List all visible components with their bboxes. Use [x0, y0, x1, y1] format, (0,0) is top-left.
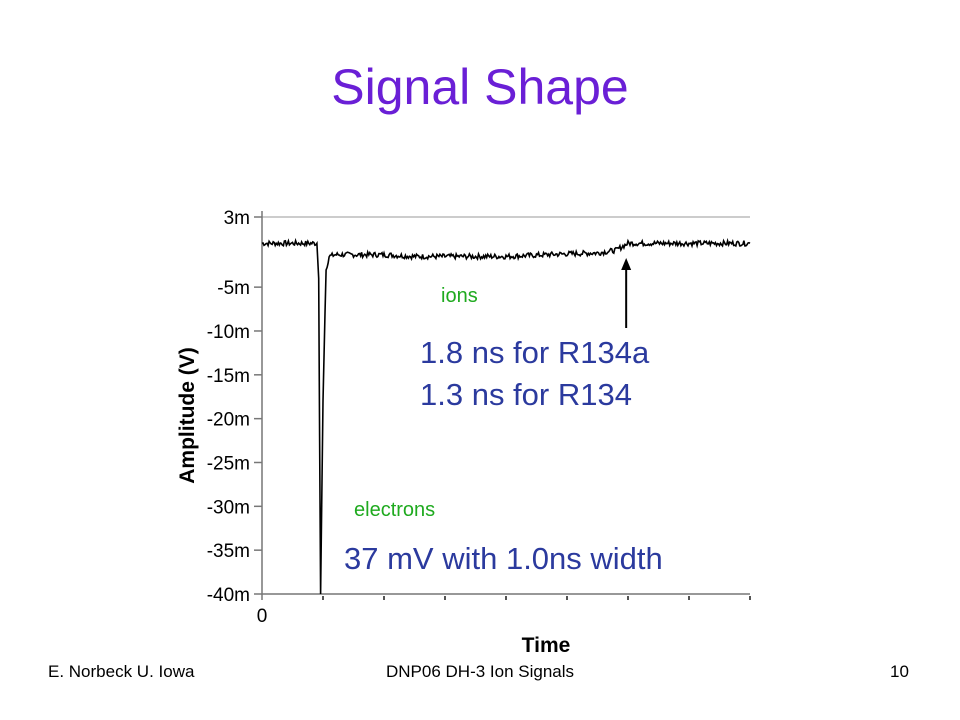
x-tick-label: 0: [257, 606, 268, 627]
electrons-annotation: electrons: [354, 499, 436, 521]
y-tick-label: -20m: [207, 410, 250, 431]
x-axis-label: Time: [522, 634, 571, 657]
signal-trace: [261, 237, 751, 595]
y-tick-label: -35m: [207, 541, 250, 562]
axes: [261, 211, 750, 595]
y-tick-label: -5m: [217, 278, 250, 299]
rise-time-r134a: 1.8 ns for R134a: [420, 335, 650, 370]
y-tick-label: -15m: [207, 366, 250, 387]
y-axis-label: Amplitude (V): [176, 347, 199, 484]
footer-talk: DNP06 DH-3 Ion Signals: [385, 662, 575, 681]
signal-trace-line: [261, 237, 751, 595]
y-tick-label: -40m: [207, 585, 250, 606]
y-tick-label: -10m: [207, 322, 250, 343]
y-tick-label: -30m: [207, 497, 250, 518]
arrow-head: [621, 258, 632, 270]
footer-page-number: 10: [890, 662, 909, 681]
y-tick-label: -25m: [207, 453, 250, 474]
tick-labels: 3m -5m -10m -15m -20m -25m -30m -35m -40m 0: [207, 208, 751, 627]
rise-time-r134: 1.3 ns for R134: [420, 377, 632, 412]
ions-annotation: ions: [441, 285, 478, 307]
amplitude-annotation: 37 mV with 1.0ns width: [344, 541, 663, 576]
footer-author: E. Norbeck U. Iowa: [48, 662, 195, 681]
y-tick-label: 3m: [224, 208, 250, 229]
rise-arrow: [621, 258, 632, 328]
slide-title: Signal Shape: [331, 59, 629, 115]
